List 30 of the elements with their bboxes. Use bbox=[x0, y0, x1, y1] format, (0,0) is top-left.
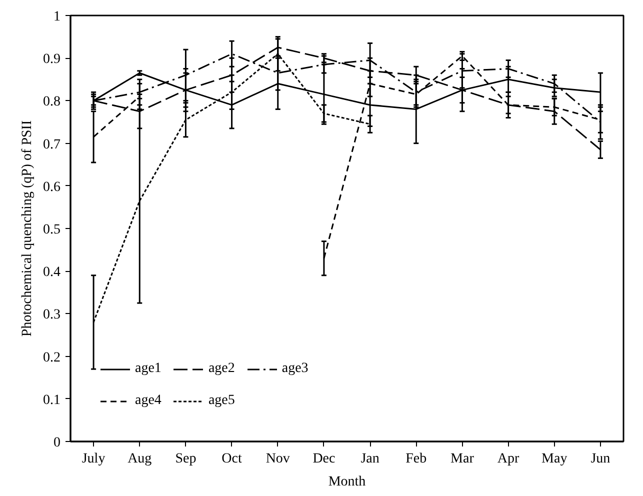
x-tick-label: Mar bbox=[450, 452, 474, 466]
y-tick-label: 0.5 bbox=[43, 222, 60, 238]
x-tick-label: May bbox=[542, 452, 568, 466]
x-tick-label: Dec bbox=[312, 452, 336, 466]
y-tick-label: 1 bbox=[54, 10, 60, 24]
x-tick-label: Feb bbox=[406, 452, 427, 466]
legend-label: age5 bbox=[208, 393, 235, 409]
y-tick-label: 0.8 bbox=[43, 94, 60, 110]
x-tick-label: Aug bbox=[128, 452, 152, 466]
x-tick-label: Jan bbox=[360, 452, 380, 466]
y-tick-label: 0.4 bbox=[43, 265, 60, 280]
x-axis-title: Month bbox=[328, 474, 366, 490]
legend-label: age1 bbox=[135, 361, 162, 377]
x-tick-label: Apr bbox=[497, 452, 520, 466]
y-tick-label: 0.6 bbox=[43, 180, 60, 195]
x-tick-label: Sep bbox=[175, 452, 196, 466]
y-tick-label: 0.1 bbox=[43, 392, 60, 408]
y-tick-label: 0.9 bbox=[43, 52, 60, 68]
y-tick-label: 0.3 bbox=[43, 308, 60, 323]
y-tick-label: 0.2 bbox=[43, 350, 60, 366]
y-tick-label: 0 bbox=[54, 436, 60, 450]
legend-label: age2 bbox=[208, 361, 235, 377]
x-tick-label: July bbox=[82, 452, 106, 466]
y-tick-label: 0.7 bbox=[43, 137, 60, 152]
legend-label: age3 bbox=[282, 361, 308, 377]
legend-label: age4 bbox=[135, 393, 162, 409]
x-tick-label: Oct bbox=[222, 452, 242, 466]
x-tick-label: Nov bbox=[266, 452, 290, 466]
y-axis-title: Photochemical quenching (qP) of PSII bbox=[20, 120, 35, 337]
x-tick-label: Jun bbox=[590, 452, 610, 466]
